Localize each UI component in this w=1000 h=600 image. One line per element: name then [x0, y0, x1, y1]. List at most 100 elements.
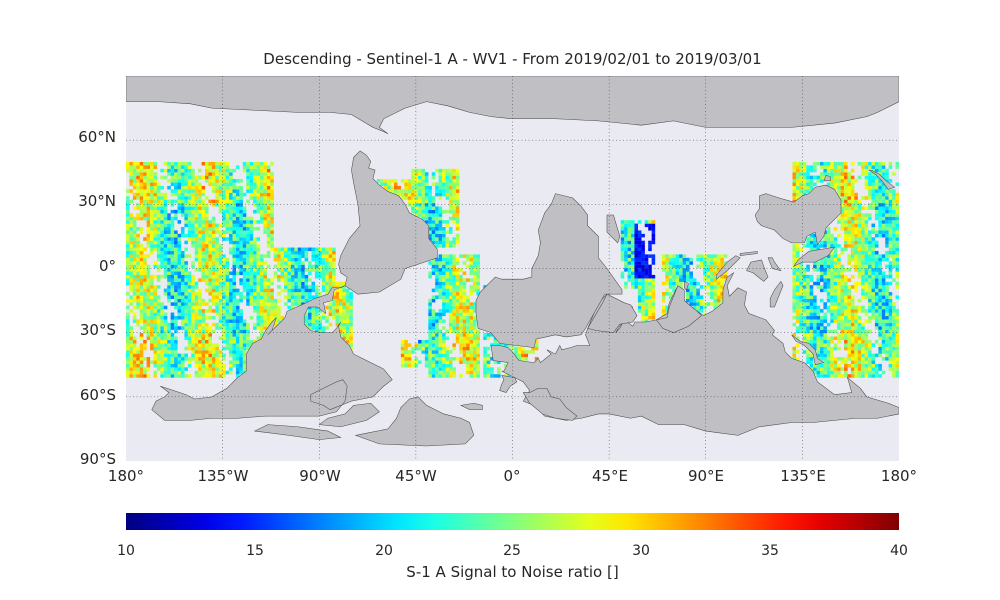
snr-cell — [387, 179, 391, 183]
snr-cell — [225, 292, 230, 296]
snr-cell — [205, 175, 209, 180]
snr-cell — [174, 271, 178, 276]
snr-cell — [802, 322, 807, 327]
snr-cell — [634, 285, 639, 289]
snr-cell — [792, 288, 797, 293]
snr-cell — [720, 254, 724, 258]
snr-cell — [239, 250, 243, 255]
snr-cell — [452, 216, 456, 221]
snr-cell — [844, 302, 848, 306]
snr-cell — [174, 281, 178, 286]
snr-cell — [156, 185, 161, 190]
snr-cell — [215, 161, 219, 166]
snr-cell — [819, 319, 824, 323]
snr-cell — [806, 305, 810, 310]
snr-cell — [637, 295, 642, 299]
snr-cell — [864, 244, 869, 248]
snr-cell — [187, 185, 192, 190]
snr-cell — [864, 230, 869, 234]
snr-cell — [874, 271, 879, 276]
snr-cell — [692, 281, 697, 286]
snr-cell — [246, 298, 250, 303]
snr-cell — [194, 339, 199, 344]
snr-cell — [163, 322, 168, 327]
snr-cell — [239, 199, 243, 204]
snr-cell — [177, 278, 182, 282]
snr-cell — [469, 353, 474, 358]
snr-cell — [874, 305, 879, 310]
snr-cell — [174, 216, 178, 221]
snr-cell — [287, 292, 292, 296]
snr-cell — [881, 223, 886, 228]
snr-cell — [826, 233, 831, 238]
snr-cell — [414, 343, 419, 347]
snr-cell — [448, 216, 453, 221]
snr-cell — [799, 302, 803, 306]
snr-cell — [239, 216, 243, 221]
snr-cell — [857, 257, 862, 262]
snr-cell — [486, 353, 491, 358]
snr-cell — [225, 196, 230, 200]
snr-cell — [335, 305, 340, 310]
snr-cell — [249, 240, 254, 245]
snr-cell — [297, 295, 302, 299]
snr-cell — [304, 274, 309, 279]
snr-cell — [156, 363, 161, 368]
snr-cell — [126, 264, 130, 269]
snr-cell — [242, 363, 247, 368]
snr-cell — [249, 161, 254, 166]
snr-cell — [881, 206, 886, 211]
snr-cell — [277, 315, 281, 320]
snr-cell — [878, 223, 882, 228]
snr-cell — [314, 274, 319, 279]
snr-cell — [225, 309, 230, 313]
snr-cell — [280, 250, 285, 255]
snr-cell — [445, 298, 450, 303]
snr-cell — [136, 367, 140, 371]
snr-cell — [459, 309, 463, 313]
snr-cell — [150, 244, 154, 248]
snr-cell — [840, 315, 845, 320]
snr-cell — [706, 281, 711, 286]
snr-cell — [129, 309, 133, 313]
snr-cell — [218, 264, 223, 269]
snr-cell — [885, 336, 889, 341]
snr-cell — [854, 206, 858, 211]
snr-cell — [830, 165, 834, 169]
snr-cell — [414, 182, 419, 187]
snr-cell — [222, 315, 226, 320]
snr-cell — [201, 233, 206, 238]
snr-cell — [421, 213, 426, 217]
snr-cell — [881, 319, 886, 323]
snr-cell — [861, 220, 865, 224]
snr-cell — [235, 233, 240, 238]
snr-cell — [847, 220, 852, 224]
snr-cell — [263, 281, 267, 286]
snr-cell — [225, 298, 230, 303]
snr-cell — [218, 295, 223, 299]
snr-cell — [150, 196, 154, 200]
snr-cell — [861, 329, 865, 334]
snr-cell — [826, 268, 831, 272]
snr-cell — [156, 189, 161, 193]
snr-cell — [837, 261, 841, 265]
snr-cell — [689, 274, 693, 279]
snr-cell — [328, 257, 333, 262]
snr-cell — [792, 175, 797, 180]
snr-cell — [184, 268, 188, 272]
snr-cell — [833, 168, 838, 173]
snr-cell — [311, 312, 316, 317]
snr-cell — [452, 168, 456, 173]
snr-cell — [208, 179, 212, 183]
snr-cell — [445, 295, 450, 299]
snr-cell — [150, 319, 154, 323]
snr-cell — [665, 268, 669, 272]
snr-cell — [235, 216, 240, 221]
snr-cell — [249, 223, 254, 228]
snr-cell — [156, 346, 161, 351]
snr-cell — [201, 244, 206, 248]
snr-cell — [819, 329, 824, 334]
snr-cell — [345, 336, 350, 341]
snr-cell — [218, 370, 223, 375]
snr-cell — [445, 360, 450, 365]
